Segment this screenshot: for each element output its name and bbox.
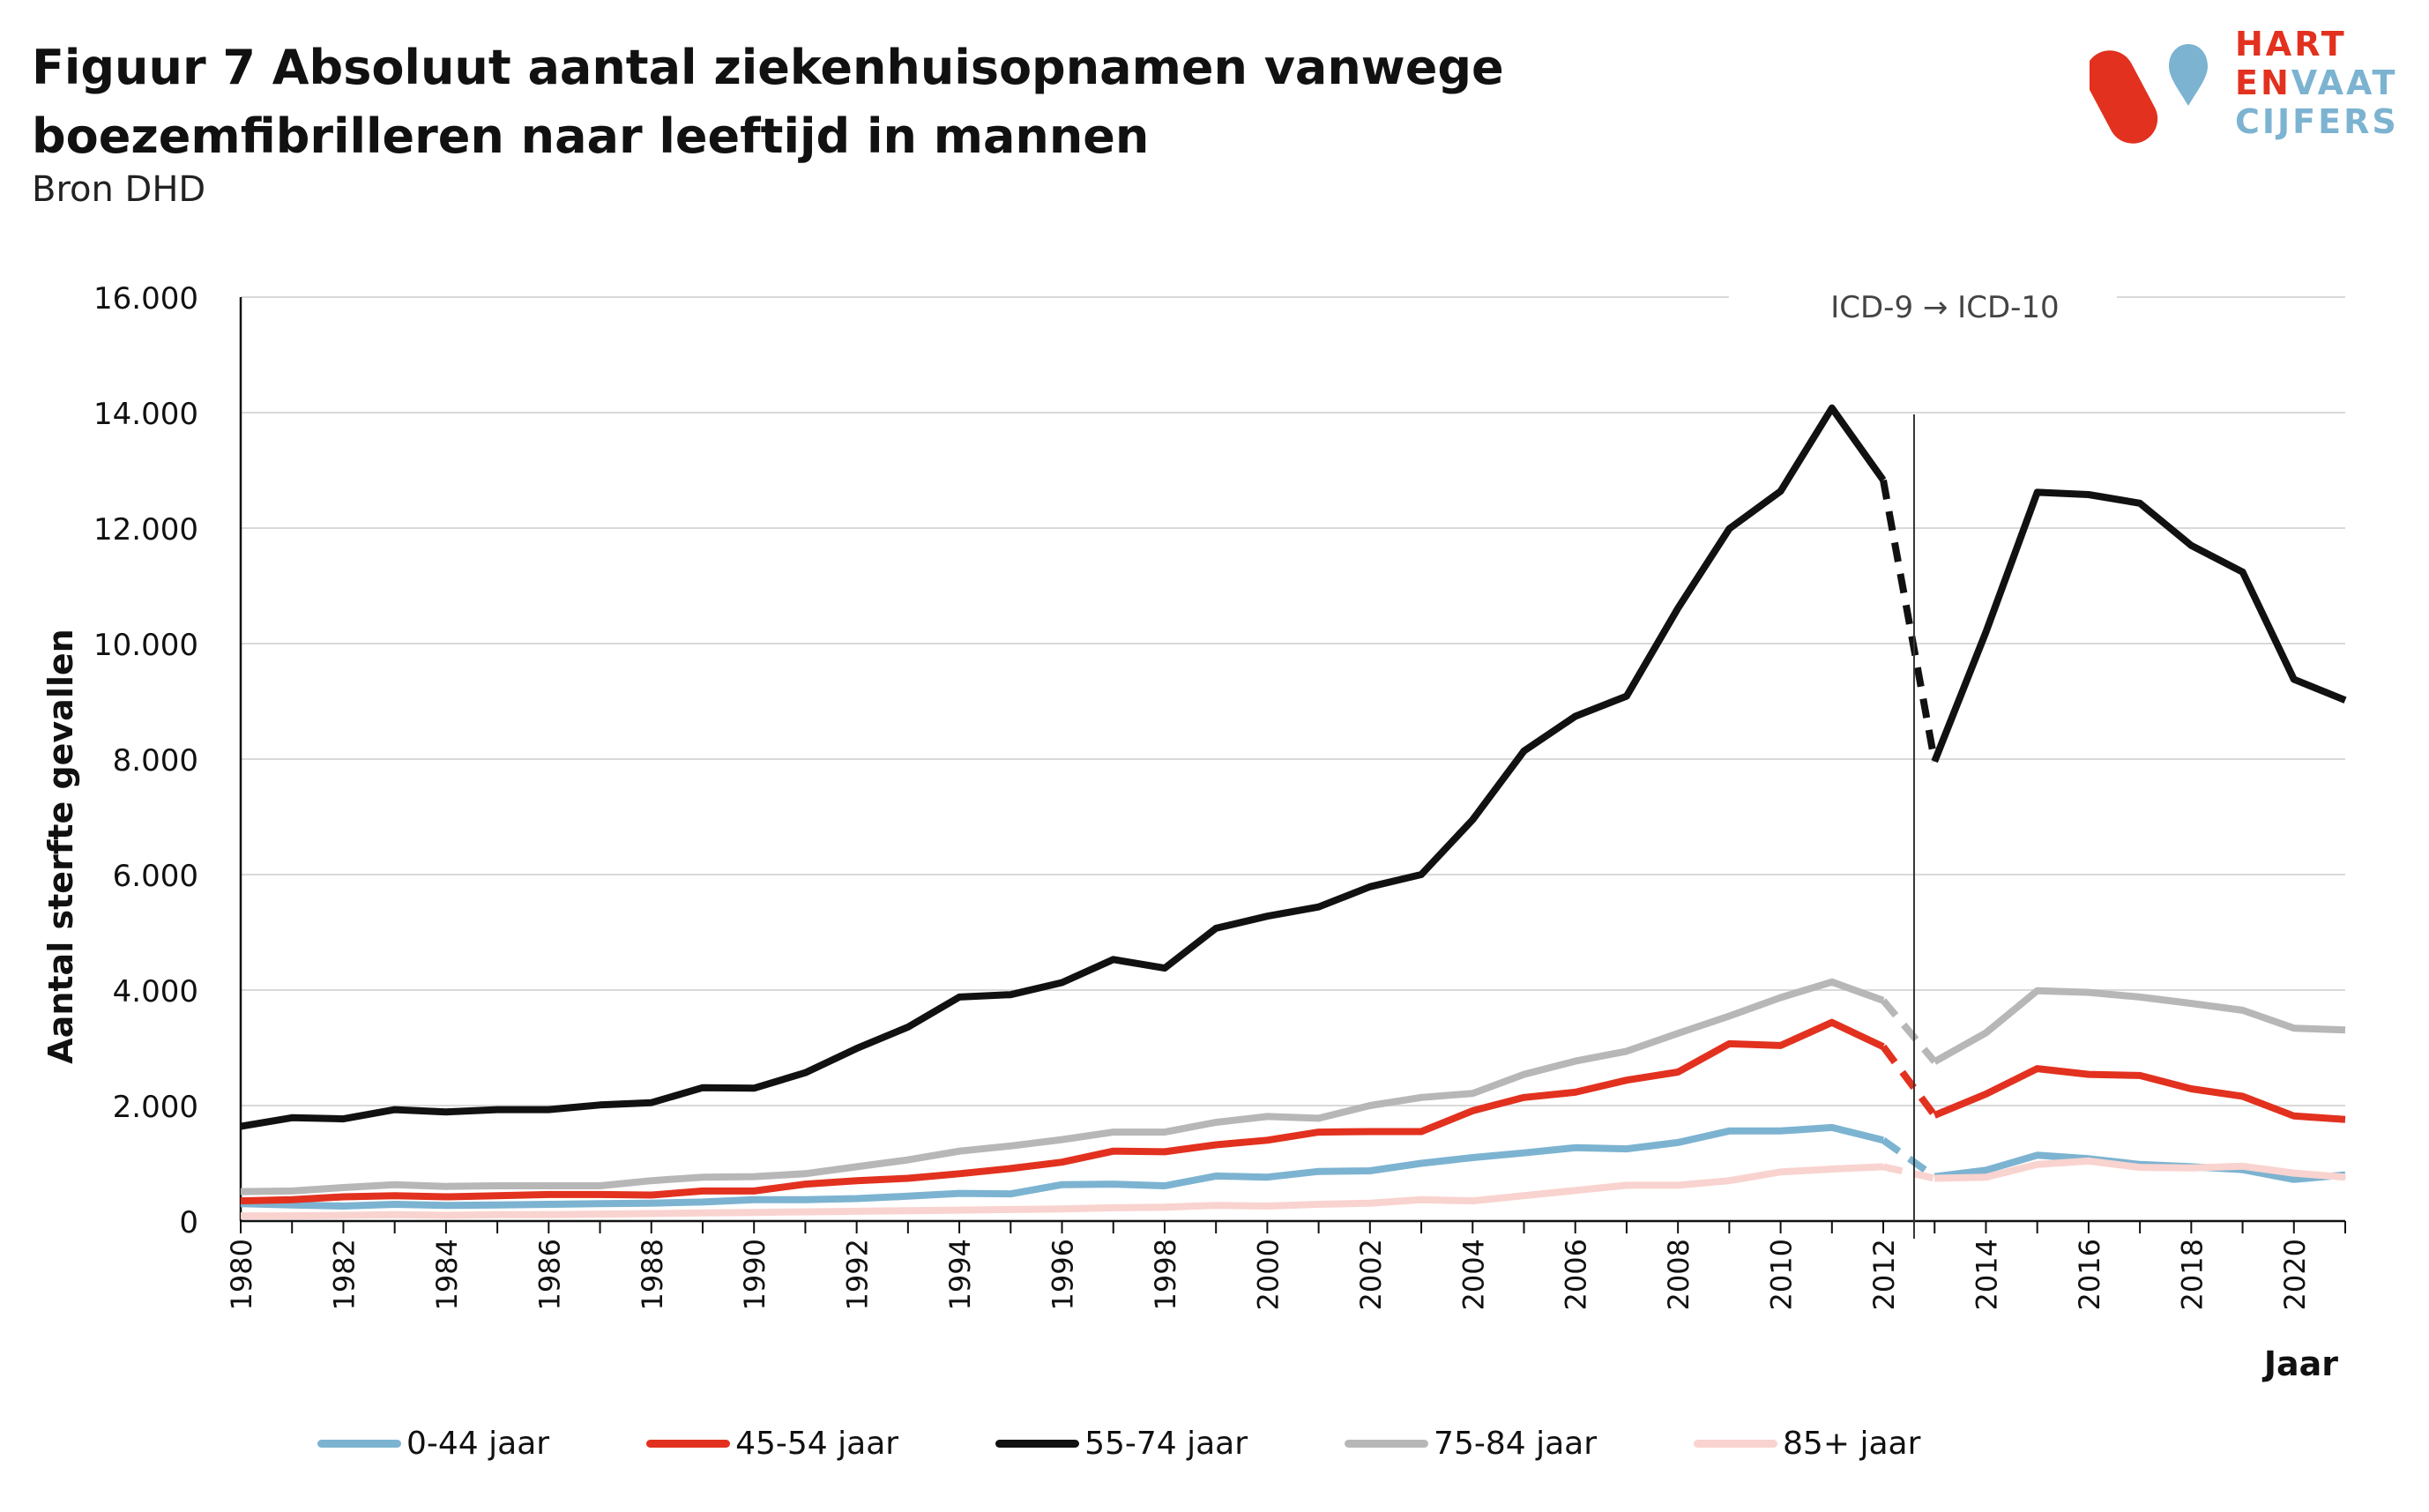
legend-item: 0-44 jaar [317, 1426, 549, 1462]
series-55-74-jaar [240, 404, 2347, 1130]
legend-label: 0-44 jaar [406, 1425, 550, 1462]
legend-swatch [995, 1439, 1080, 1448]
icd-annotation: ICD-9 → ICD-10 [1830, 290, 2059, 325]
series-line-break [1880, 998, 1938, 1064]
chart-title: Figuur 7 Absoluut aantal ziekenhuisopnam… [32, 40, 1504, 164]
legend-item: 75-84 jaar [1345, 1426, 1597, 1462]
legend-swatch [646, 1439, 731, 1448]
y-tick-label: 16.000 [93, 281, 198, 317]
series-line-post [1933, 1065, 2346, 1123]
x-tick-label: 2014 [1970, 1239, 2003, 1310]
x-tick-label: 1998 [1149, 1239, 1182, 1310]
series-line-break [1881, 1137, 1937, 1180]
series-line-break [1880, 479, 1939, 763]
hart-en-vaat-logo [2090, 44, 2208, 144]
x-tick-label: 1984 [430, 1239, 464, 1310]
y-tick-label: 4.000 [113, 974, 198, 1009]
x-tick-label: 1986 [533, 1239, 566, 1310]
logo-wordmark: HART ENVAAT CIJFERS [2235, 25, 2399, 141]
series-line-pre [240, 1123, 1884, 1210]
y-tick-label: 8.000 [113, 743, 198, 778]
x-tick-label: 2016 [2073, 1239, 2106, 1310]
logo-line-1: HART [2235, 25, 2347, 63]
legend-label: 55-74 jaar [1084, 1425, 1248, 1462]
annotation: ICD-9 → ICD-10 [1728, 280, 2117, 1239]
legend: 0-44 jaar 45-54 jaar 55-74 jaar 75-84 jaar 8… [317, 1421, 2017, 1465]
series-45-54-jaar [240, 1018, 2346, 1205]
x-axis-label: Jaar [2261, 1344, 2338, 1383]
x-tick-label: 2002 [1354, 1239, 1388, 1310]
legend-label: 75-84 jaar [1434, 1425, 1598, 1462]
x-tick-label: 1980 [225, 1239, 258, 1310]
series-line-post [1931, 488, 2347, 763]
x-tick-label: 1988 [636, 1239, 669, 1310]
legend-label: 85+ jaar [1783, 1425, 1921, 1462]
x-tick-label: 2010 [1765, 1239, 1799, 1310]
x-tick-label: 1994 [943, 1239, 977, 1310]
series-line-pre [240, 404, 1887, 1130]
series-line-pre [240, 978, 1885, 1195]
series-line-pre [240, 1018, 1885, 1205]
legend-item: 45-54 jaar [646, 1426, 898, 1462]
x-tick-label: 2018 [2175, 1239, 2209, 1310]
x-tick-label: 1992 [841, 1239, 875, 1310]
logo-line-3: CIJFERS [2235, 102, 2399, 141]
y-tick-label: 10.000 [93, 628, 198, 663]
series-line-post [1934, 1157, 2346, 1182]
series-lines [240, 404, 2347, 1220]
legend-swatch [1345, 1439, 1429, 1448]
logo-line-2a: EN [2235, 63, 2291, 102]
y-tick-label: 6.000 [113, 859, 198, 894]
axes [239, 297, 2346, 1233]
annotation-background [1728, 280, 2117, 333]
x-tick-label: 2006 [1560, 1239, 1593, 1310]
series-75-84-jaar [240, 978, 2346, 1195]
series-line-break [1880, 1044, 1938, 1118]
x-tick-label: 2000 [1251, 1239, 1285, 1310]
legend-item: 85+ jaar [1694, 1426, 1920, 1462]
y-tick-label: 2.000 [113, 1090, 198, 1125]
y-axis-label: Aantal sterfte gevallen [41, 629, 80, 1063]
series-line-break [1882, 1163, 1936, 1182]
y-tick-label: 12.000 [93, 512, 198, 547]
x-tick-label: 2008 [1662, 1239, 1695, 1310]
series-85-jaar [241, 1157, 2346, 1220]
logo-blue-drop [2169, 44, 2208, 106]
x-tick-labels: 1980 1982 1984 1986 1988 1990 1992 1994 1996 1998… [225, 1239, 2312, 1310]
series-line-pre [241, 1163, 1884, 1220]
y-tick-label: 14.000 [93, 397, 198, 432]
x-tick-label: 2020 [2278, 1239, 2312, 1310]
x-tick-label: 2004 [1457, 1239, 1490, 1310]
x-tick-label: 1990 [738, 1239, 771, 1310]
x-tick-label: 1982 [327, 1239, 361, 1310]
legend-swatch [317, 1439, 401, 1448]
logo-red-shape [2090, 50, 2158, 144]
y-tick-label: 0 [179, 1205, 198, 1240]
x-tick-label: 2012 [1867, 1239, 1901, 1310]
grid-lines [241, 296, 2345, 1106]
legend-item: 55-74 jaar [995, 1426, 1248, 1462]
chart-subtitle: Bron DHD [32, 169, 206, 210]
legend-swatch [1694, 1439, 1778, 1448]
logo-line-2b: VAAT [2291, 63, 2398, 102]
legend-label: 45-54 jaar [735, 1425, 899, 1462]
series-line-post [1933, 987, 2346, 1065]
y-tick-labels: 0 2.000 4.000 6.000 8.000 10.000 12.000 14.000 1… [93, 281, 198, 1240]
x-tick-label: 1996 [1047, 1239, 1080, 1310]
